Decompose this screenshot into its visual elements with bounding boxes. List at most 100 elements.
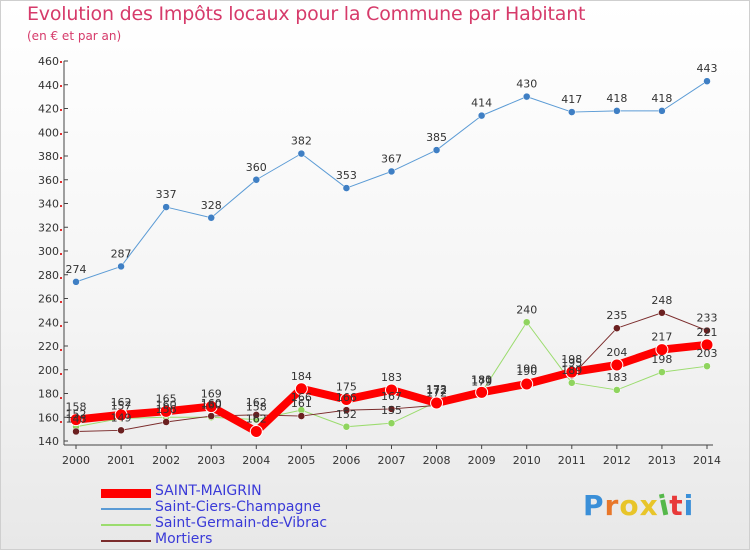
data-label-saint-germain-de-vibrac: 152	[336, 408, 357, 421]
proxiti-logo: Proxiti	[583, 488, 695, 522]
data-label-saint-maigrin: 198	[561, 353, 582, 366]
data-label-saint-maigrin: 184	[291, 370, 312, 383]
data-point-saint-germain-de-vibrac	[613, 386, 621, 394]
data-label-saint-germain-de-vibrac: 198	[651, 353, 672, 366]
data-point-saint-maigrin	[430, 396, 444, 410]
x-tick-label: 2008	[423, 454, 451, 467]
data-point-saint-germain-de-vibrac	[658, 368, 666, 376]
data-label-saint-ciers-champagne: 418	[651, 92, 672, 105]
x-tick-label: 2013	[648, 454, 676, 467]
data-point-saint-ciers-champagne	[252, 176, 261, 184]
data-label-saint-germain-de-vibrac: 173	[426, 383, 447, 396]
data-label-saint-germain-de-vibrac: 158	[246, 401, 267, 414]
data-label-saint-maigrin: 221	[697, 326, 718, 339]
data-point-saint-maigrin	[520, 377, 534, 391]
data-label-saint-ciers-champagne: 353	[336, 169, 357, 182]
data-point-saint-ciers-champagne	[207, 214, 215, 222]
x-tick-label: 2007	[378, 454, 406, 467]
data-label-mortiers: 167	[381, 390, 402, 403]
legend-swatch-saint-maigrin	[101, 489, 151, 498]
data-label-saint-ciers-champagne: 418	[606, 92, 627, 105]
data-point-mortiers	[387, 405, 396, 413]
data-point-mortiers	[613, 324, 621, 332]
data-label-mortiers: 162	[246, 396, 267, 409]
data-label-saint-maigrin: 172	[426, 384, 447, 397]
y-tick-label: 180	[38, 388, 59, 401]
data-label-saint-ciers-champagne: 382	[291, 135, 312, 148]
data-label-mortiers: 179	[471, 376, 492, 389]
x-tick-label: 2010	[513, 454, 541, 467]
data-point-saint-maigrin	[204, 400, 218, 414]
data-label-saint-germain-de-vibrac: 203	[697, 347, 718, 360]
data-label-saint-maigrin: 183	[381, 371, 402, 384]
data-point-saint-maigrin	[655, 343, 669, 357]
data-point-mortiers	[658, 309, 666, 317]
y-tick-label: 440	[38, 79, 59, 92]
legend-swatch-mortiers	[101, 540, 151, 542]
data-label-saint-maigrin: 190	[516, 365, 537, 378]
data-label-mortiers: 190	[516, 363, 537, 376]
x-tick-label: 2003	[197, 454, 225, 467]
data-point-mortiers	[297, 412, 306, 420]
data-label-saint-ciers-champagne: 385	[426, 131, 447, 144]
data-point-saint-maigrin	[610, 358, 624, 372]
data-point-saint-maigrin	[159, 404, 173, 418]
logo-letter: t	[669, 489, 684, 522]
data-label-saint-ciers-champagne: 274	[66, 263, 87, 276]
y-tick-label: 200	[38, 364, 59, 377]
data-label-saint-germain-de-vibrac: 152	[66, 408, 87, 421]
y-tick-label: 400	[38, 126, 59, 139]
data-label-mortiers: 233	[697, 312, 718, 325]
data-point-saint-ciers-champagne	[162, 203, 170, 211]
logo-letter: x	[639, 489, 659, 522]
data-label-saint-maigrin: 204	[606, 346, 627, 359]
data-point-mortiers	[117, 426, 125, 435]
data-point-saint-ciers-champagne	[432, 146, 441, 154]
data-point-saint-germain-de-vibrac	[387, 419, 396, 427]
y-tick-label: 160	[38, 411, 59, 424]
data-label-saint-maigrin: 217	[651, 331, 672, 344]
logo-letter: r	[604, 489, 620, 522]
y-tick-label: 260	[38, 293, 59, 306]
data-label-saint-ciers-champagne: 337	[156, 188, 177, 201]
data-point-saint-germain-de-vibrac	[703, 362, 711, 370]
y-tick-label: 340	[38, 198, 59, 211]
y-tick-label: 460	[38, 55, 59, 68]
data-label-saint-germain-de-vibrac: 189	[561, 364, 582, 377]
data-label-saint-maigrin: 169	[201, 388, 222, 401]
data-label-saint-maigrin: 158	[66, 401, 87, 414]
data-label-saint-germain-de-vibrac: 160	[156, 398, 177, 411]
y-tick-label: 240	[38, 316, 59, 329]
data-label-saint-ciers-champagne: 430	[516, 78, 537, 91]
data-label-saint-germain-de-vibrac: 240	[516, 303, 537, 316]
y-tick-label: 380	[38, 150, 59, 163]
y-tick-label: 140	[38, 435, 59, 448]
data-point-saint-ciers-champagne	[477, 111, 486, 120]
data-point-saint-maigrin	[339, 392, 353, 406]
logo-letter: i	[683, 489, 695, 522]
data-label-saint-ciers-champagne: 443	[697, 62, 718, 75]
data-label-saint-maigrin: 175	[336, 380, 357, 393]
data-point-mortiers	[207, 412, 215, 420]
data-point-mortiers	[703, 326, 711, 335]
data-point-saint-germain-de-vibrac	[522, 318, 531, 326]
data-point-saint-maigrin	[385, 383, 398, 397]
logo-letter: P	[583, 489, 605, 522]
x-tick-label: 2009	[468, 454, 496, 467]
logo-letter: o	[619, 489, 640, 522]
data-label-saint-germain-de-vibrac: 166	[291, 391, 312, 404]
data-point-saint-ciers-champagne	[342, 184, 351, 192]
data-point-saint-ciers-champagne	[117, 262, 125, 271]
data-point-saint-ciers-champagne	[387, 167, 396, 176]
y-tick-label: 360	[38, 174, 59, 187]
data-point-saint-maigrin	[69, 413, 83, 427]
data-point-saint-germain-de-vibrac	[342, 423, 351, 431]
data-label-saint-germain-de-vibrac: 157	[111, 399, 132, 412]
x-tick-label: 2012	[603, 454, 631, 467]
data-point-saint-ciers-champagne	[658, 107, 666, 115]
data-label-saint-maigrin: 180	[471, 373, 492, 386]
data-point-mortiers	[342, 406, 351, 414]
y-tick-label: 280	[38, 269, 59, 282]
x-tick-label: 2004	[242, 454, 270, 467]
